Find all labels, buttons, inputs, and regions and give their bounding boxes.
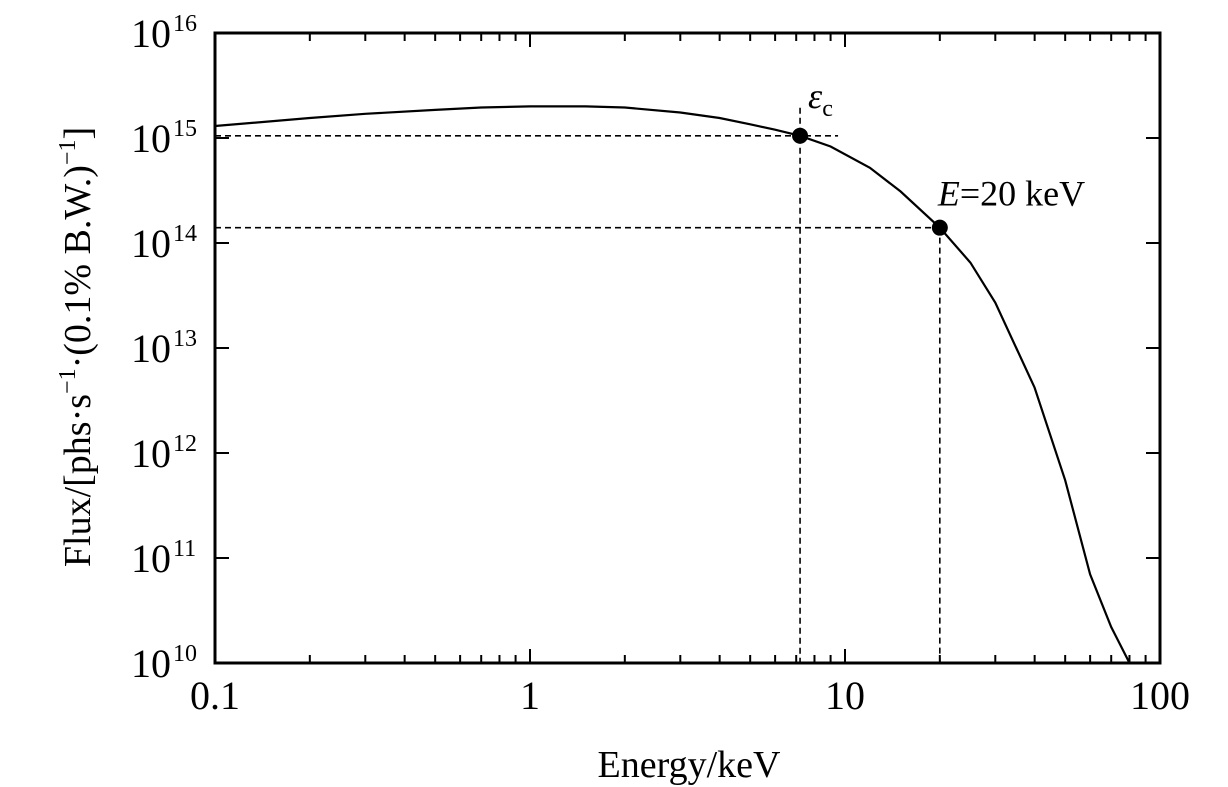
x-tick-label: 10 [825,673,865,718]
y-tick-base: 10 [131,221,171,266]
marker-point [931,219,948,236]
energy-20kev-value: =20 keV [960,174,1085,214]
y-tick-label: 1013 [131,326,197,371]
y-tick-base: 10 [131,431,171,476]
y-tick-label: 1015 [131,116,197,161]
x-axis-title: Energy/keV [598,744,781,786]
y-tick-label: 1011 [131,536,196,581]
y-tick-label: 1012 [131,431,197,476]
marked-points [792,127,948,236]
x-tick-label: 100 [1130,673,1190,718]
y-tick-base: 10 [131,641,171,686]
critical-energy-symbol: ε [808,76,823,116]
y-axis-title-prefix: Flux/[phs·s [57,394,99,567]
y-tick-base: 10 [131,11,171,56]
energy-20kev-variable: E [937,174,960,214]
x-tick-labels: 0.1 1 10 100 [190,673,1190,718]
guide-lines [215,107,941,663]
y-tick-base: 10 [131,536,171,581]
y-axis-title-middle: ·(0.1% B.W.) [57,165,99,368]
y-axis-title-sup1: −1 [55,368,81,394]
y-axis-title-sup2: −1 [55,140,81,166]
plot-frame [213,31,1162,665]
x-tick-label: 1 [520,673,540,718]
y-tick-exponent: 15 [173,116,197,142]
y-tick-label: 1016 [131,11,197,56]
y-axis-title: Flux/[phs·s−1·(0.1% B.W.)−1] [55,127,99,567]
x-tick-label: 0.1 [190,673,240,718]
y-axis-title-suffix: ] [57,127,99,140]
y-tick-base: 10 [131,116,171,161]
y-tick-base: 10 [131,326,171,371]
flux-curve [214,105,1131,664]
critical-energy-label: εc [808,76,833,122]
y-tick-exponent: 11 [173,536,196,562]
y-tick-label: 1014 [131,221,197,266]
critical-energy-subscript: c [822,96,833,122]
y-tick-exponent: 13 [173,326,197,352]
y-tick-exponent: 16 [173,11,197,37]
energy-20kev-label: E=20 keV [937,174,1085,214]
axis-ticks [215,32,1160,664]
y-tick-exponent: 12 [173,431,197,457]
y-tick-exponent: 10 [173,641,197,667]
y-tick-exponent: 14 [173,221,197,247]
marker-point [792,127,809,144]
y-tick-label: 1010 [131,641,197,686]
